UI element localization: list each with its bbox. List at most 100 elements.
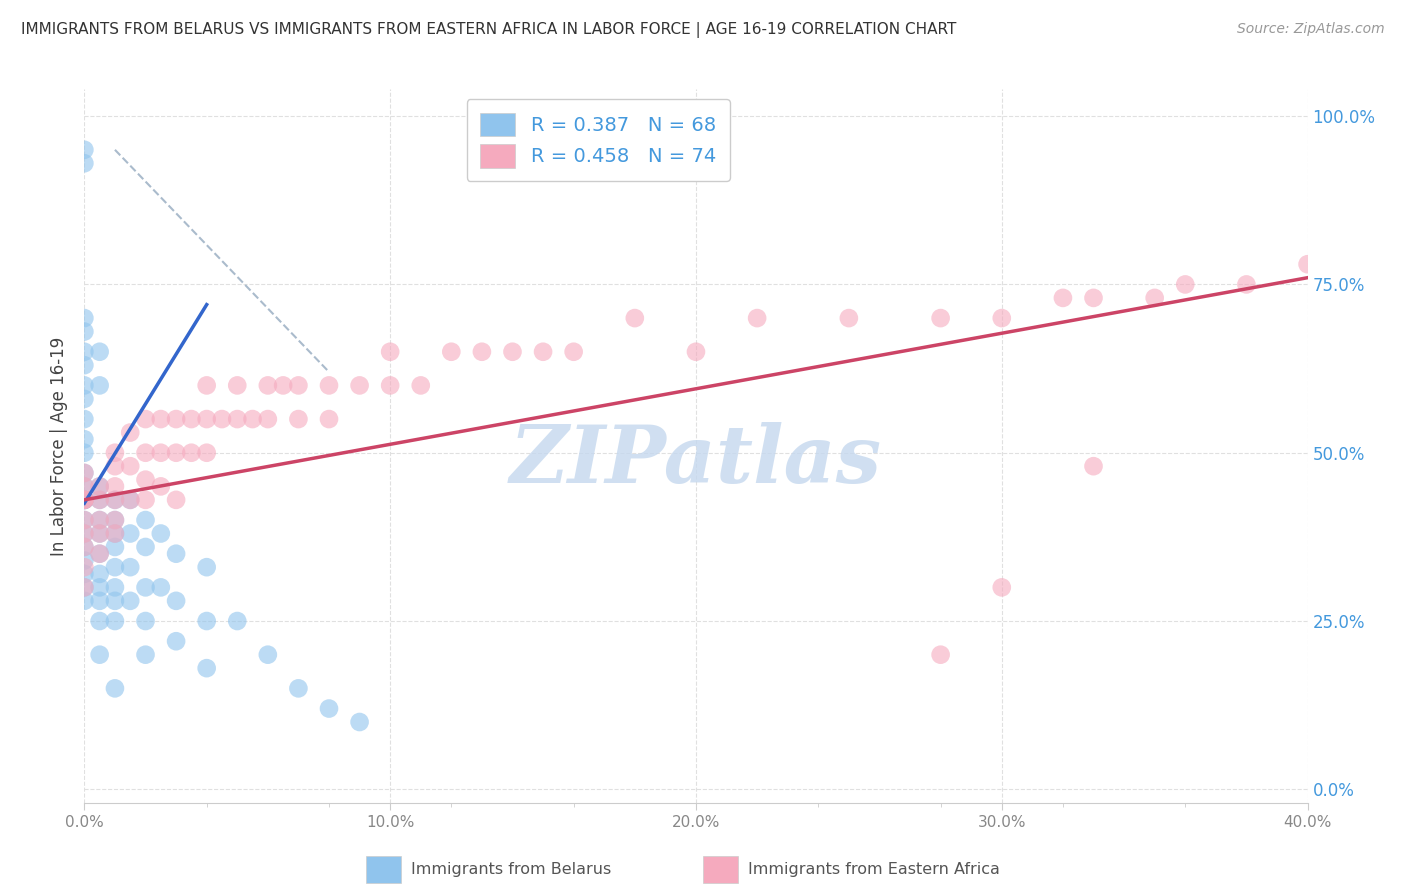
Point: [195, 412, 218, 426]
Point: [380, 344, 402, 359]
Point: [73, 513, 96, 527]
Point: [104, 446, 127, 460]
Point: [89, 344, 111, 359]
Point: [135, 540, 157, 554]
Point: [318, 701, 340, 715]
Point: [287, 378, 309, 392]
Point: [226, 614, 249, 628]
Point: [104, 614, 127, 628]
Text: Immigrants from Eastern Africa: Immigrants from Eastern Africa: [748, 863, 1000, 877]
Point: [149, 526, 172, 541]
Point: [195, 614, 218, 628]
Point: [73, 392, 96, 406]
Point: [120, 594, 142, 608]
Point: [104, 580, 127, 594]
Point: [380, 378, 402, 392]
Point: [73, 358, 96, 372]
Point: [149, 580, 172, 594]
Point: [1083, 291, 1105, 305]
Point: [104, 513, 127, 527]
Point: [149, 446, 172, 460]
Point: [1143, 291, 1166, 305]
Legend: R = 0.387   N = 68, R = 0.458   N = 74: R = 0.387 N = 68, R = 0.458 N = 74: [467, 99, 730, 181]
Point: [104, 492, 127, 507]
Point: [440, 344, 463, 359]
Point: [73, 446, 96, 460]
Point: [257, 378, 280, 392]
Point: [73, 479, 96, 493]
Point: [73, 513, 96, 527]
Point: [89, 513, 111, 527]
Point: [73, 479, 96, 493]
Point: [73, 378, 96, 392]
Point: [195, 661, 218, 675]
Point: [73, 466, 96, 480]
Point: [89, 594, 111, 608]
Text: Source: ZipAtlas.com: Source: ZipAtlas.com: [1237, 22, 1385, 37]
Point: [165, 446, 187, 460]
Point: [180, 412, 202, 426]
Point: [73, 492, 96, 507]
Point: [73, 156, 96, 170]
Point: [135, 492, 157, 507]
Point: [89, 566, 111, 581]
Text: ZIPatlas: ZIPatlas: [510, 422, 882, 499]
Point: [165, 634, 187, 648]
Point: [195, 560, 218, 574]
Point: [73, 540, 96, 554]
Point: [929, 311, 952, 326]
Point: [318, 412, 340, 426]
Point: [135, 446, 157, 460]
Point: [104, 540, 127, 554]
Point: [135, 580, 157, 594]
Point: [73, 412, 96, 426]
Point: [287, 681, 309, 696]
Point: [104, 526, 127, 541]
Point: [624, 311, 647, 326]
Point: [89, 513, 111, 527]
Point: [195, 446, 218, 460]
Point: [149, 412, 172, 426]
Point: [73, 143, 96, 157]
Point: [1052, 291, 1074, 305]
Point: [318, 378, 340, 392]
Point: [409, 378, 432, 392]
Point: [165, 547, 187, 561]
Point: [1296, 257, 1319, 271]
Point: [73, 492, 96, 507]
Point: [104, 459, 127, 474]
Point: [89, 526, 111, 541]
Point: [1236, 277, 1258, 292]
Point: [73, 492, 96, 507]
Point: [120, 492, 142, 507]
Point: [838, 311, 860, 326]
Point: [89, 378, 111, 392]
Point: [89, 492, 111, 507]
Point: [73, 526, 96, 541]
Point: [531, 344, 554, 359]
Point: [104, 681, 127, 696]
Point: [89, 479, 111, 493]
Point: [685, 344, 707, 359]
Text: Immigrants from Belarus: Immigrants from Belarus: [411, 863, 610, 877]
Point: [747, 311, 769, 326]
Point: [1083, 459, 1105, 474]
Point: [73, 492, 96, 507]
Point: [135, 473, 157, 487]
Point: [73, 566, 96, 581]
Point: [120, 526, 142, 541]
Point: [135, 614, 157, 628]
Point: [929, 648, 952, 662]
Point: [135, 412, 157, 426]
Point: [120, 425, 142, 440]
Point: [104, 513, 127, 527]
Point: [165, 492, 187, 507]
Point: [180, 446, 202, 460]
Point: [73, 325, 96, 339]
Point: [89, 614, 111, 628]
Point: [120, 560, 142, 574]
Point: [287, 412, 309, 426]
Point: [73, 553, 96, 567]
Point: [195, 378, 218, 392]
Point: [73, 311, 96, 326]
